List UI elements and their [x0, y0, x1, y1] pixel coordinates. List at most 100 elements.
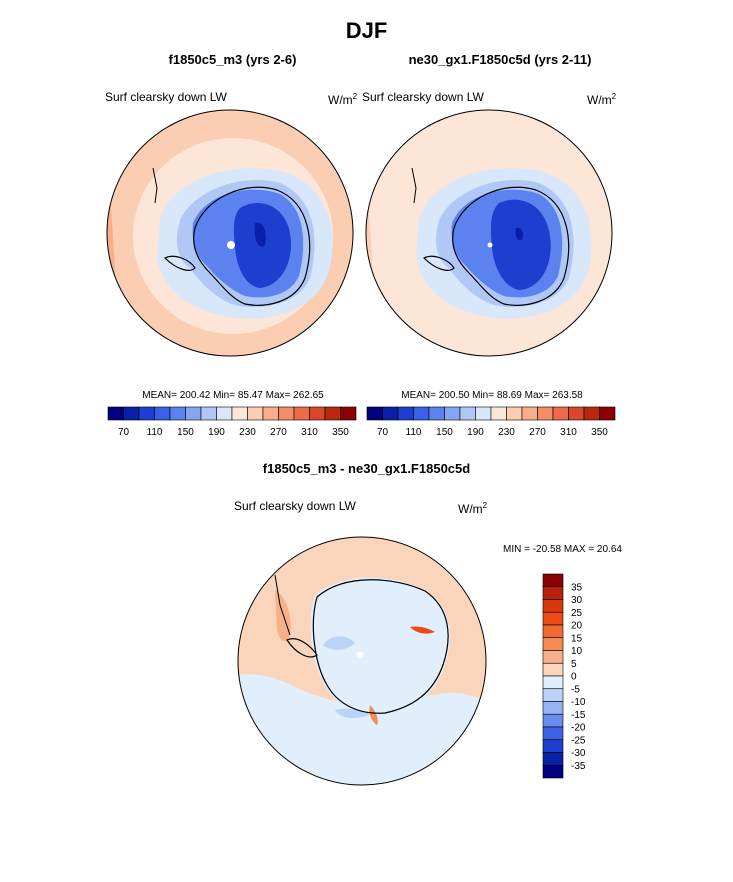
colorbar-segment — [552, 406, 569, 421]
colorbar-tick-label: 270 — [529, 427, 546, 438]
colorbar-segment — [521, 406, 538, 421]
colorbar-segment — [216, 406, 233, 421]
panel-2-units-base: W/m — [587, 93, 612, 107]
colorbar-tick-label: 110 — [147, 427, 163, 438]
colorbar-segment — [583, 406, 600, 421]
coastal-warm-spot — [369, 705, 378, 725]
map-border — [106, 109, 354, 357]
colorbar-tick-label: 20 — [571, 621, 583, 632]
colorbar-tick-label: 190 — [208, 427, 225, 438]
colorbar-segment — [542, 675, 564, 690]
colorbar-tick-label: 270 — [270, 427, 287, 438]
colorbar-tick-label: 190 — [467, 427, 484, 438]
warm-spot — [410, 626, 435, 634]
colorbar-segment — [542, 637, 564, 651]
pole-marker — [487, 242, 493, 248]
panel-1-header: f1850c5_m3 (yrs 2-6) — [168, 52, 297, 67]
panel-1-map — [106, 109, 354, 357]
colorbar-tick-label: -20 — [571, 723, 586, 734]
colorbar-segment — [490, 406, 507, 421]
colorbar-segment — [247, 406, 264, 421]
panel-1-units-exp: 2 — [352, 92, 358, 101]
south-america-tip — [152, 167, 158, 204]
negative-diff-region — [238, 674, 486, 785]
colorbar-segment — [185, 406, 202, 421]
pole-marker — [356, 651, 364, 659]
panel-1-variable-label: Surf clearsky down LW — [105, 90, 227, 104]
colorbar-segment — [262, 406, 279, 421]
colorbar-segment — [123, 406, 140, 421]
antarctica-coastline — [286, 579, 449, 714]
map-border — [365, 109, 613, 357]
colorbar-tick-label: 350 — [332, 427, 349, 438]
colorbar-tick-label: 70 — [377, 427, 389, 438]
colorbar-tick-label: -5 — [571, 684, 580, 695]
colorbar-segment — [293, 406, 310, 421]
colorbar-segment — [542, 573, 564, 588]
colorbar-segment — [413, 406, 430, 421]
colorbar-segment — [542, 624, 564, 639]
panel-1-colorbar: 70 110 150 190 230 270 310 350 — [107, 406, 357, 438]
panel-1-units: W/m2 — [328, 92, 357, 107]
colorbar-segment — [278, 406, 295, 421]
colorbar-segment — [542, 599, 564, 613]
colorbar-segment — [444, 406, 461, 421]
colorbar-tick-label: 310 — [301, 427, 318, 438]
colorbar-segment — [324, 406, 341, 421]
colorbar-tick-label: -15 — [571, 710, 586, 721]
colorbar-segment — [397, 406, 414, 421]
colorbar-tick-label: -30 — [571, 748, 586, 759]
colorbar-segment — [542, 701, 564, 715]
peninsula-warm — [275, 590, 291, 642]
pole-marker — [227, 241, 235, 249]
colorbar-tick-label: 230 — [498, 427, 515, 438]
panel-2-map — [365, 109, 613, 357]
continent-interior — [490, 199, 551, 290]
south-america-tip — [274, 574, 291, 636]
diff-units-base: W/m — [458, 502, 483, 516]
panel-2-stats: MEAN= 200.50 Min= 88.69 Max= 263.58 — [401, 390, 583, 401]
colorbar-segment — [542, 611, 564, 626]
colorbar-segment — [542, 739, 564, 753]
colorbar-tick-label: 310 — [560, 427, 577, 438]
colorbar-segment — [169, 406, 186, 421]
diff-map — [237, 536, 487, 786]
colorbar-tick-label: 150 — [177, 427, 194, 438]
interior-minimum — [515, 227, 524, 241]
colorbar-tick-label: 230 — [239, 427, 256, 438]
colorbar-tick-label: 15 — [571, 633, 583, 644]
colorbar-segment — [154, 406, 171, 421]
colorbar-tick-label: 5 — [571, 659, 577, 670]
colorbar-segment — [231, 406, 248, 421]
panel-1-stats: MEAN= 200.42 Min= 85.47 Max= 262.65 — [142, 390, 324, 401]
panel-1-units-base: W/m — [328, 93, 353, 107]
colorbar-segment — [542, 752, 564, 766]
cool-patch — [323, 636, 355, 650]
page-title: DJF — [345, 18, 388, 43]
colorbar-segment — [599, 406, 616, 421]
panel-2-units: W/m2 — [587, 92, 616, 107]
colorbar-segment — [340, 406, 357, 421]
panel-2-variable-label: Surf clearsky down LW — [362, 90, 484, 104]
diff-units-exp: 2 — [482, 501, 488, 510]
colorbar-tick-label: 70 — [118, 427, 130, 438]
colorbar-segment — [542, 586, 564, 600]
map-border — [237, 536, 487, 786]
colorbar-segment — [542, 764, 564, 779]
panel-2-colorbar: 70 110 150 190 230 270 310 350 — [366, 406, 616, 438]
diff-variable-label: Surf clearsky down LW — [234, 499, 356, 513]
diff-minmax: MIN = -20.58 MAX = 20.64 — [503, 544, 622, 555]
colorbar-tick-label: 30 — [571, 595, 583, 606]
colorbar-tick-label: 25 — [571, 608, 583, 619]
colorbar-segment — [542, 688, 564, 702]
colorbar-segment — [382, 406, 399, 421]
colorbar-segment — [138, 406, 155, 421]
antarctica-coastline — [422, 186, 570, 306]
colorbar-segment — [475, 406, 492, 421]
colorbar-segment — [107, 406, 124, 421]
colorbar-segment — [459, 406, 476, 421]
colorbar-segment — [200, 406, 217, 421]
colorbar-tick-label: 0 — [571, 672, 577, 683]
colorbar-segment — [506, 406, 523, 421]
